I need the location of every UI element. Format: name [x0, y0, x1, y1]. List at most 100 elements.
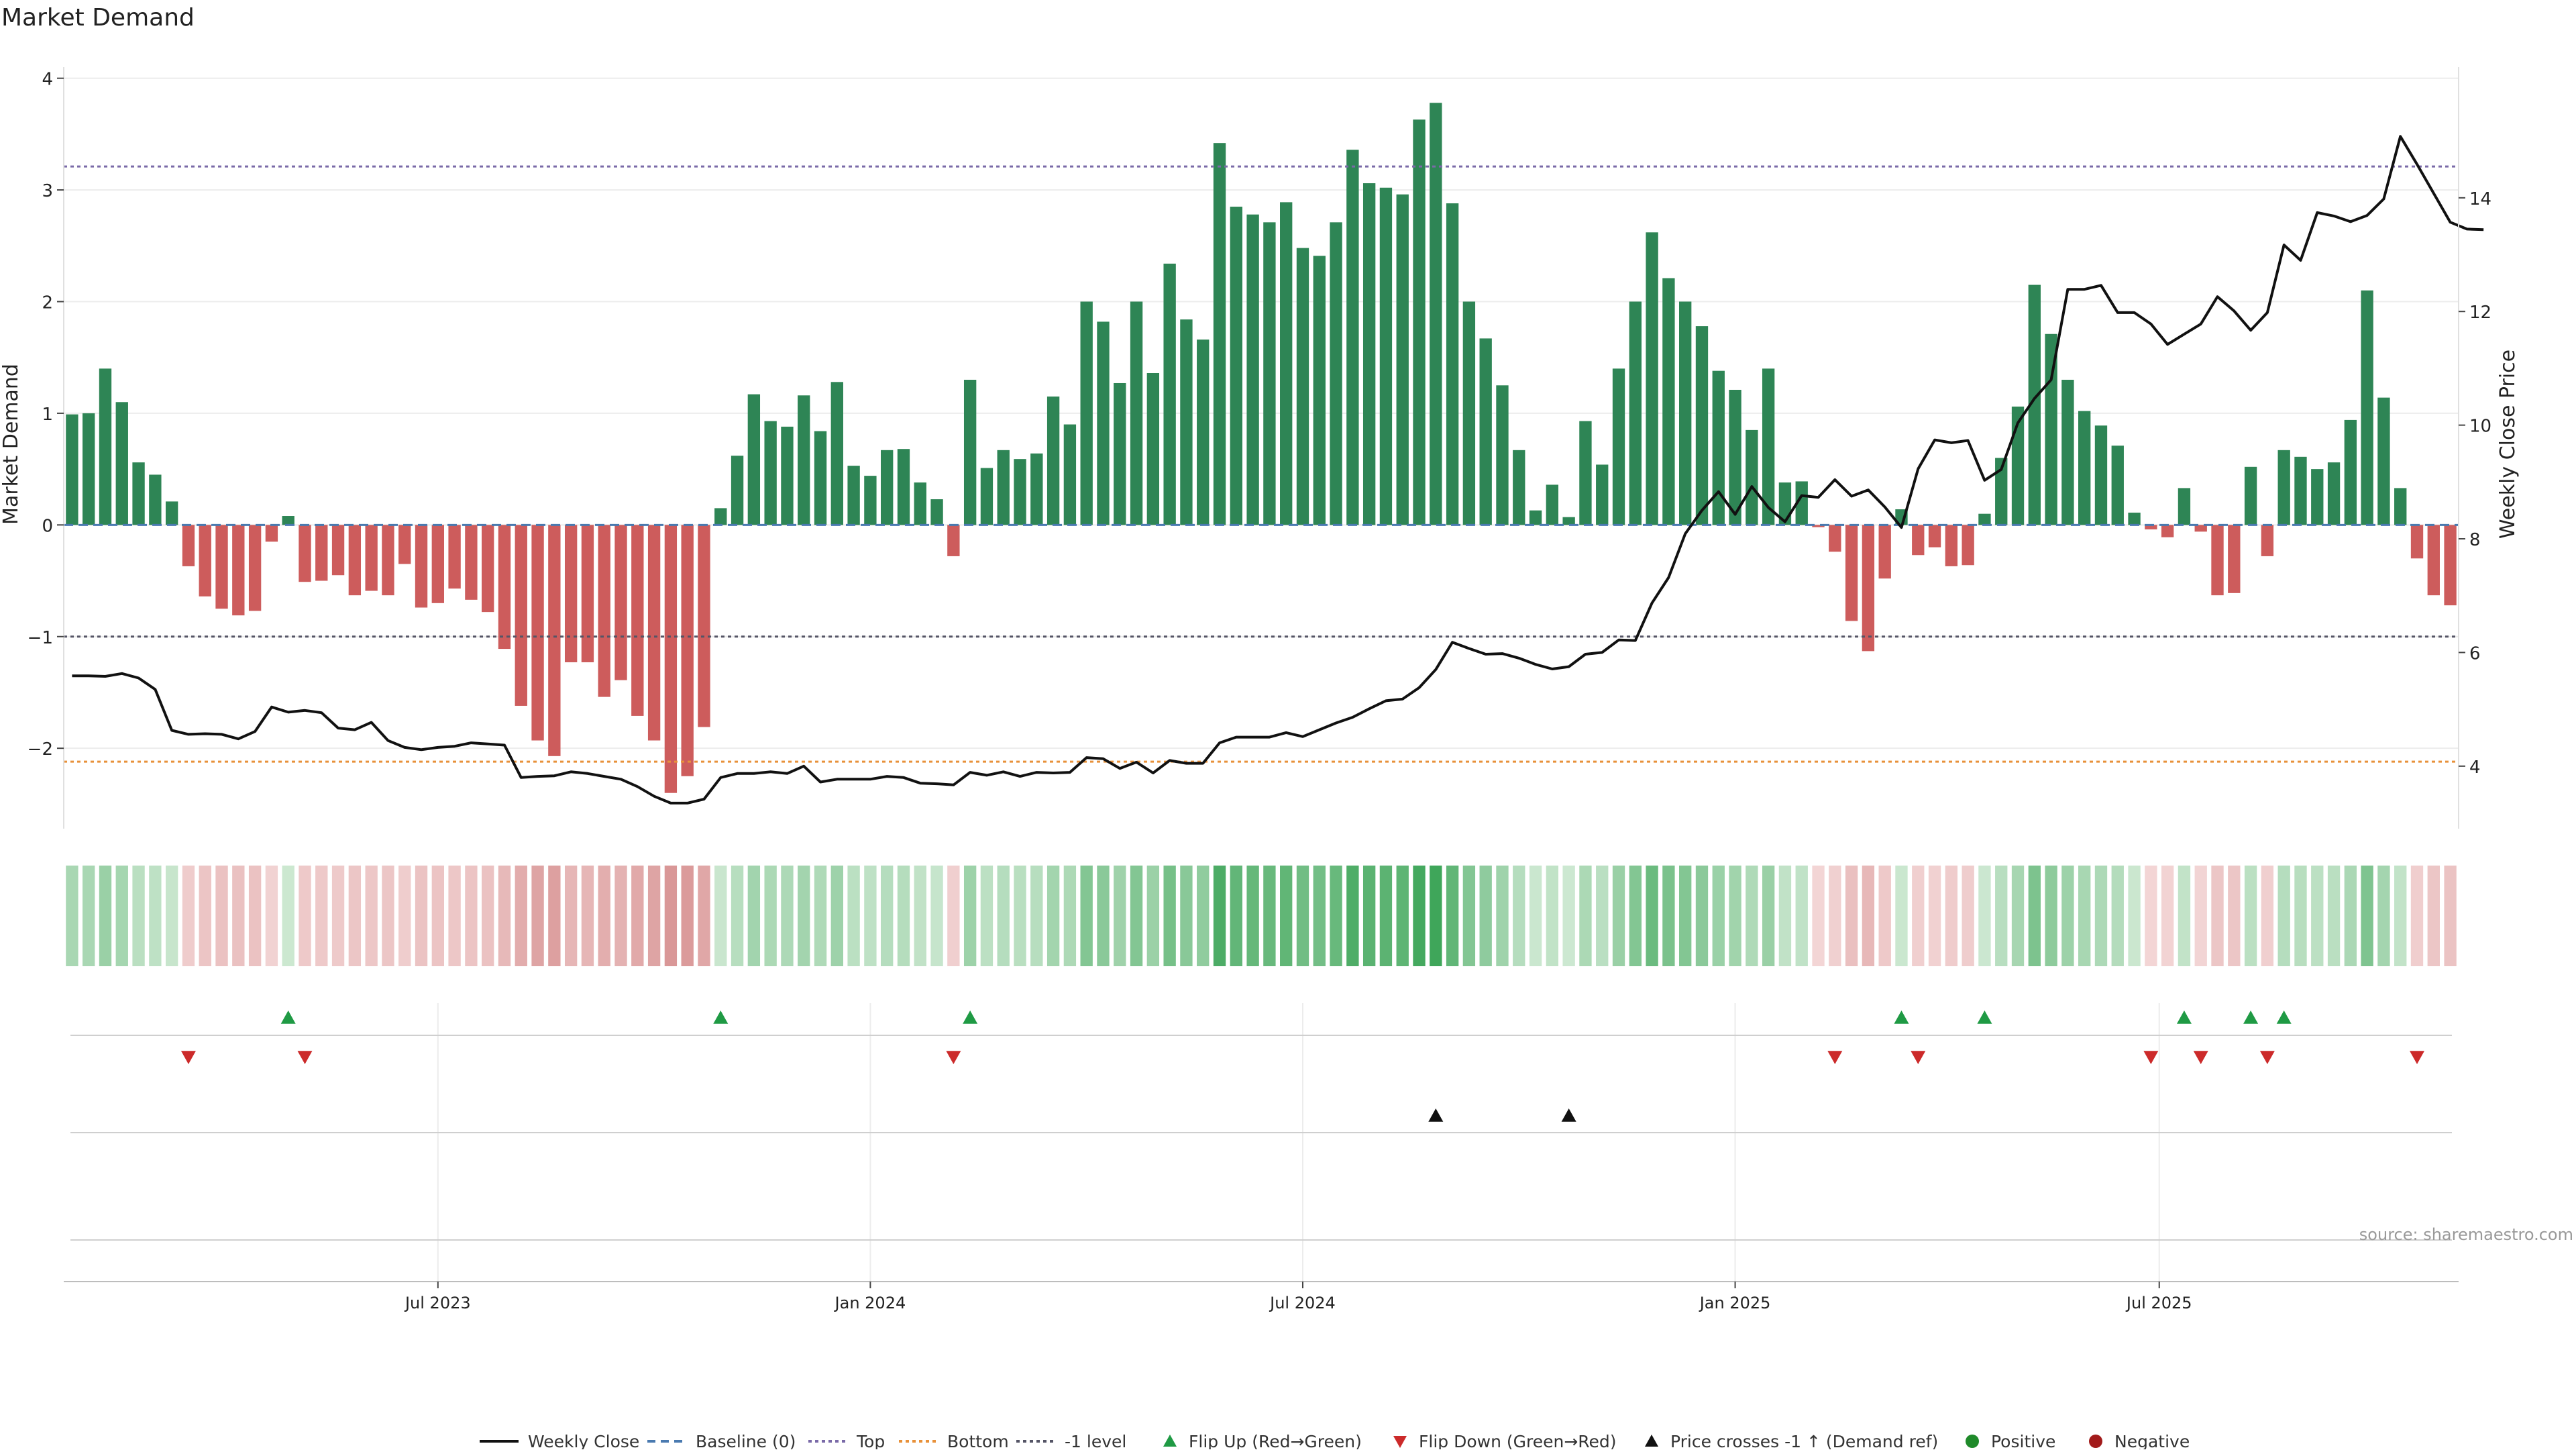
legend-label: Flip Down (Green→Red) [1419, 1432, 1617, 1449]
heat-cell [2228, 866, 2241, 966]
demand-bar [331, 525, 345, 576]
demand-bar [182, 525, 195, 566]
heat-cell [331, 866, 345, 966]
heat-cell [1812, 866, 1825, 966]
heat-cell [1379, 866, 1393, 966]
demand-bar [1080, 301, 1093, 525]
heat-cell [1995, 866, 2008, 966]
demand-bar [764, 421, 777, 525]
heat-cell [647, 866, 661, 966]
demand-bar [1562, 517, 1575, 525]
demand-bar [598, 525, 610, 697]
heat-cell [2294, 866, 2307, 966]
y-tick-label: 0 [42, 516, 53, 536]
heat-cell [1130, 866, 1143, 966]
demand-bar [1346, 150, 1359, 525]
heat-cell [731, 866, 744, 966]
demand-bar [2277, 450, 2290, 525]
heat-cell [66, 866, 78, 966]
heat-cell [1479, 866, 1492, 966]
flip-up-marker [1894, 1010, 1909, 1024]
heat-cell [1296, 866, 1309, 966]
demand-bar [415, 525, 428, 608]
heat-cell [2061, 866, 2074, 966]
heat-cell [1829, 866, 1841, 966]
flip-down-marker [2143, 1051, 2159, 1064]
demand-bar [864, 476, 877, 525]
heat-cell [2277, 866, 2290, 966]
legend-label: Weekly Close [528, 1432, 639, 1449]
demand-bar [2327, 462, 2341, 525]
heat-cell [2194, 866, 2207, 966]
flip-up-marker [2276, 1010, 2292, 1024]
heat-cell [2211, 866, 2224, 966]
demand-bar [1130, 301, 1143, 525]
heat-cell [1197, 866, 1210, 966]
demand-bar [798, 395, 810, 525]
heat-cell [1596, 866, 1609, 966]
demand-bar [83, 413, 95, 525]
flip-up-marker [280, 1010, 296, 1024]
heat-cell [2327, 866, 2341, 966]
heat-cell [897, 866, 910, 966]
demand-bar [1679, 301, 1692, 525]
demand-bars [66, 103, 2457, 793]
heat-cell [1629, 866, 1642, 966]
heat-cell [2244, 866, 2257, 966]
demand-bar [2078, 411, 2091, 525]
legend-swatch [1163, 1435, 1177, 1447]
heat-cell [914, 866, 926, 966]
demand-bar [1114, 382, 1126, 525]
demand-bar [398, 525, 411, 564]
chart-title: Market Demand [1, 4, 195, 32]
flip-down-marker [2410, 1051, 2425, 1064]
heat-cell [465, 866, 478, 966]
demand-bar [2128, 513, 2141, 525]
demand-bar [1995, 458, 2008, 525]
heat-cell [2094, 866, 2108, 966]
heat-cell [2128, 866, 2141, 966]
demand-bar [631, 525, 644, 716]
heat-cell [199, 866, 211, 966]
demand-bar [531, 525, 544, 741]
heat-cell [1014, 866, 1026, 966]
demand-bar [847, 466, 860, 525]
legend-swatch [2089, 1435, 2102, 1448]
heat-cell [1263, 866, 1276, 966]
y-tick-label: 1 [42, 405, 53, 425]
y2-tick-label: 10 [2469, 417, 2491, 437]
heat-cell [1213, 866, 1226, 966]
heat-cell [2178, 866, 2191, 966]
heat-cell [781, 866, 794, 966]
demand-bar [1197, 340, 1210, 525]
heat-cell [265, 866, 278, 966]
demand-bar [448, 525, 461, 589]
demand-bar [2211, 525, 2224, 596]
demand-bar [1712, 370, 1725, 525]
heat-cell [1030, 866, 1043, 966]
demand-bar [1296, 248, 1309, 525]
heat-cell [348, 866, 362, 966]
heat-cell [531, 866, 544, 966]
demand-bar [1213, 143, 1226, 525]
demand-bar [1230, 207, 1242, 525]
demand-bar [1778, 482, 1792, 525]
y2-tick-label: 12 [2469, 303, 2491, 323]
flip-down-marker [297, 1051, 313, 1064]
demand-bar [997, 450, 1010, 525]
heat-cell [681, 866, 694, 966]
demand-bar [1513, 450, 1525, 525]
demand-bar [2094, 425, 2108, 525]
demand-bar [482, 525, 494, 613]
demand-bar [1246, 214, 1259, 525]
legend-label: Negative [2114, 1432, 2190, 1449]
flip-up-marker [1977, 1010, 1992, 1024]
demand-bar [1496, 385, 1509, 525]
demand-bar [1430, 103, 1442, 525]
flip-down-marker [946, 1051, 961, 1064]
demand-bar [1163, 263, 1176, 525]
demand-bar [1546, 484, 1559, 525]
demand-bar [914, 482, 926, 525]
demand-bar [980, 468, 994, 525]
flip-down-marker [2193, 1051, 2208, 1064]
